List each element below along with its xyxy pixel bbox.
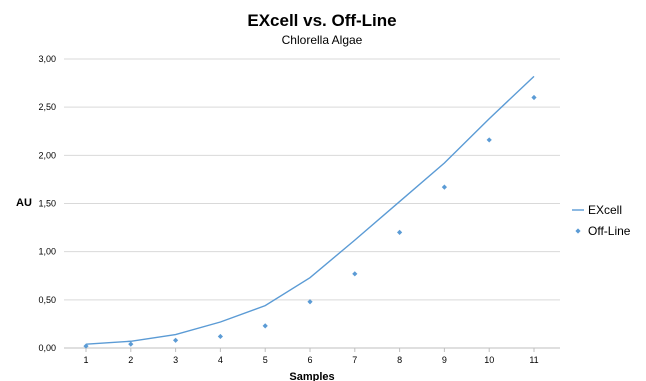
chart-title: EXcell vs. Off-Line [247,11,396,30]
chart-subtitle: Chlorella Algae [282,33,363,47]
data-point-off-line [83,343,89,349]
x-tick-label: 7 [352,355,357,365]
y-tick-label: 1,00 [38,247,56,257]
x-tick-label: 5 [263,355,268,365]
data-point-off-line [128,341,134,347]
gridlines [64,58,560,349]
x-tick-label: 1 [83,355,88,365]
legend-diamond-marker [575,228,581,234]
legend: EXcell Off-Line [572,203,631,238]
data-point-off-line [397,229,403,235]
x-tick-label: 3 [173,355,178,365]
y-tick-label: 2,50 [38,102,56,112]
legend-label: EXcell [588,203,622,217]
data-point-off-line [531,94,537,101]
y-tick-label: 1,50 [38,199,56,209]
x-tick-label: 8 [397,355,402,365]
data-point-off-line [352,271,358,277]
data-point-off-line [217,333,223,340]
y-tick-label: 3,00 [38,54,56,64]
x-tick-label: 4 [218,355,223,365]
y-tick-label: 0,50 [38,295,56,305]
y-axis-label: AU [16,197,32,209]
plot-area [83,75,537,349]
legend-label: Off-Line [588,224,631,238]
data-point-off-line [307,299,313,305]
x-tick-label: 10 [484,355,494,365]
data-point-off-line [486,137,492,143]
y-tick-label: 2,00 [38,150,56,160]
y-tick-label: 0,00 [38,343,56,353]
x-tick-label: 6 [307,355,312,365]
data-point-off-line [441,184,447,190]
series-line-excell [85,75,535,345]
x-tick-label: 2 [128,355,133,365]
y-tick-labels: 0,00 0,50 1,00 1,50 2,00 2,50 3,00 [38,54,56,353]
x-tick-label: 11 [529,355,538,365]
data-point-off-line [173,337,179,343]
x-tick-label: 9 [442,355,447,365]
data-point-off-line [262,323,268,329]
x-axis-label: Samples [289,371,334,381]
x-tick-labels: 1 2 3 4 5 6 7 8 9 10 11 [83,348,539,365]
